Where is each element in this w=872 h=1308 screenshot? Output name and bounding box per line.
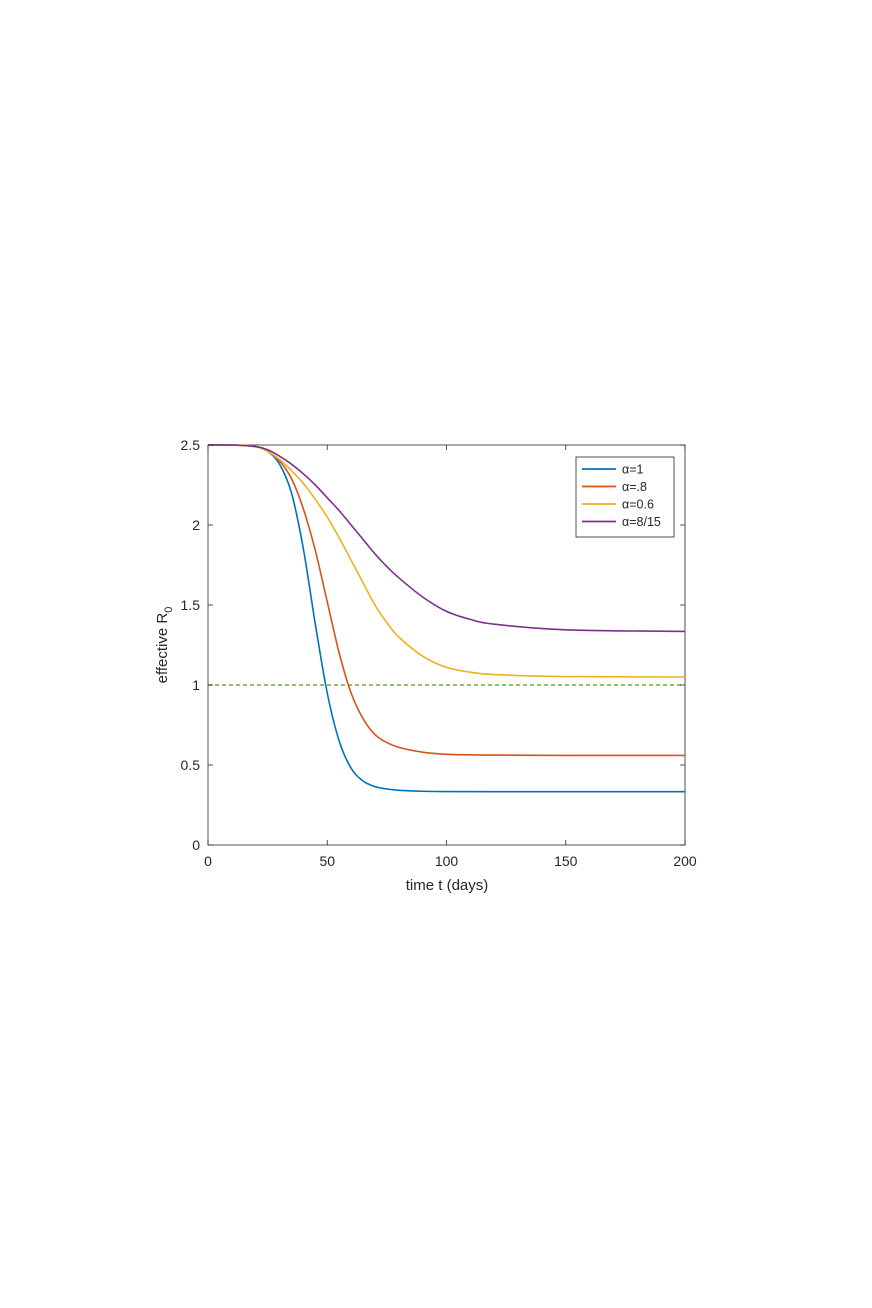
y-tick-label: 2.5 <box>181 437 201 453</box>
legend-box <box>575 456 675 538</box>
x-tick-label: 50 <box>319 853 335 869</box>
y-axis-title-subscript: 0 <box>163 607 175 613</box>
axis-ticks <box>207 444 686 846</box>
tick-labels: 0 50 100 150 200 0 0.5 1 1.5 2 2.5 <box>181 437 697 869</box>
series-line-4 <box>207 444 686 633</box>
y-tick-label: 2 <box>192 517 200 533</box>
legend-label: α=0.6 <box>622 498 654 512</box>
y-tick-label: 0 <box>192 837 200 853</box>
y-tick-label: 0.5 <box>181 757 201 773</box>
svg-text:effective R0: effective R0 <box>154 607 175 684</box>
x-tick-label: 0 <box>204 853 212 869</box>
series-line-3 <box>207 444 686 678</box>
y-axis-title-main: effective R <box>154 613 171 684</box>
legend-label: α=.8 <box>622 480 647 494</box>
x-tick-label: 100 <box>435 853 459 869</box>
x-axis-title: time t (days) <box>406 877 489 894</box>
y-tick-label: 1 <box>192 677 200 693</box>
x-tick-label: 150 <box>554 853 578 869</box>
legend-label: α=1 <box>622 463 644 477</box>
legend: α=1 α=.8 α=0.6 α=8/15 <box>575 456 675 538</box>
series-layer <box>207 444 686 793</box>
legend-label: α=8/15 <box>622 515 661 529</box>
y-axis-title: effective R0 <box>154 607 175 684</box>
y-tick-label: 1.5 <box>181 597 201 613</box>
x-tick-label: 200 <box>673 853 697 869</box>
